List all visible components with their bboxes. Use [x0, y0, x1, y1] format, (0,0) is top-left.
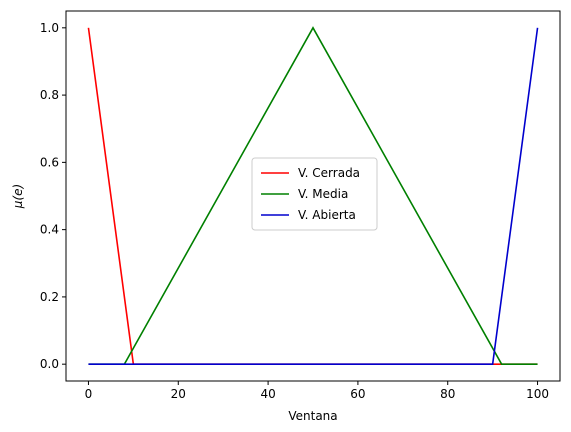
y-tick-label: 0.8 [40, 88, 59, 102]
x-axis-label: Ventana [288, 409, 337, 423]
y-tick-label: 1.0 [40, 21, 59, 35]
legend-label-0: V. Cerrada [298, 166, 360, 180]
x-tick-label: 100 [526, 387, 549, 401]
x-tick-label: 80 [440, 387, 455, 401]
y-tick-label: 0.4 [40, 223, 59, 237]
y-axis-ticks: 0.0 0.2 0.4 0.6 0.8 1.0 [40, 21, 66, 371]
plot-frame [65, 10, 561, 382]
legend: V. Cerrada V. Media V. Abierta [251, 157, 378, 231]
series-layer [87, 26, 539, 365]
x-tick-label: 0 [85, 387, 93, 401]
y-axis-label: μ(e) [11, 184, 25, 209]
x-tick-label: 40 [260, 387, 275, 401]
y-tick-label: 0.2 [40, 290, 59, 304]
legend-box [251, 157, 378, 231]
x-tick-label: 60 [350, 387, 365, 401]
y-tick-label: 0.0 [40, 357, 59, 371]
x-axis-ticks: 0 20 40 60 80 100 [85, 381, 549, 401]
legend-label-1: V. Media [298, 187, 348, 201]
y-tick-label: 0.6 [40, 155, 59, 169]
legend-label-2: V. Abierta [298, 208, 356, 222]
series-line-2 [88, 27, 539, 365]
x-tick-label: 20 [171, 387, 186, 401]
